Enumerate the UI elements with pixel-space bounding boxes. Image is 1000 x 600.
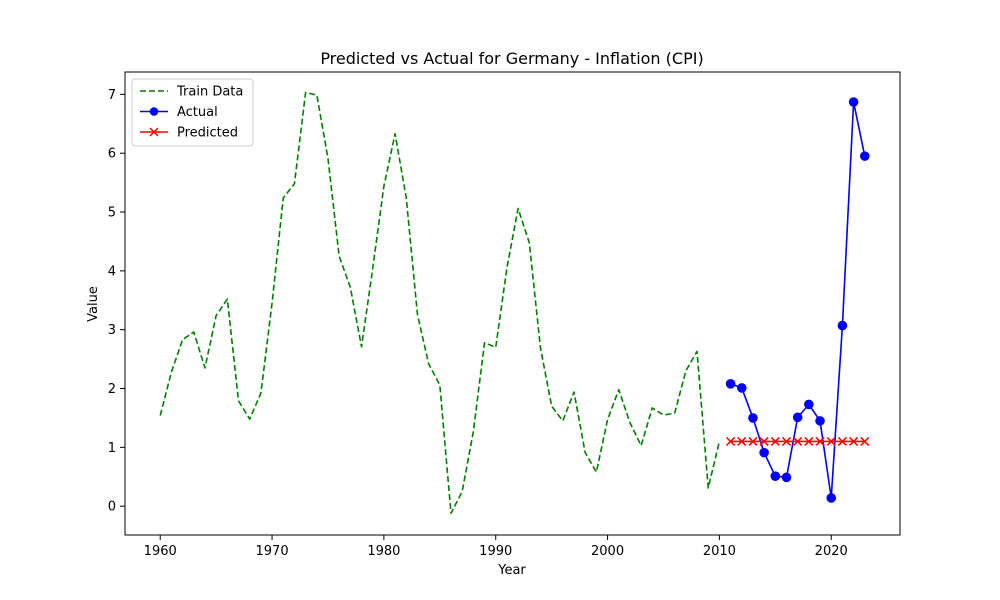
- actual-point: [759, 447, 769, 458]
- predicted-point: [781, 436, 792, 446]
- actual-point: [826, 493, 837, 503]
- predicted-point: [737, 436, 747, 446]
- x-tick-label: 1960: [144, 544, 177, 559]
- legend-marker: [149, 107, 159, 116]
- actual-point: [770, 471, 781, 481]
- legend-marker: [149, 127, 159, 137]
- predicted-point-stroke: [860, 436, 870, 446]
- legend-label: Train Data: [176, 85, 243, 100]
- x-tick-label: 2020: [815, 544, 848, 559]
- predicted-point-stroke: [748, 436, 758, 446]
- chart-title: Predicted vs Actual for Germany - Inflat…: [320, 49, 703, 68]
- y-tick-label: 4: [108, 264, 116, 279]
- x-tick-label: 1980: [367, 544, 400, 559]
- actual-point: [781, 472, 792, 483]
- predicted-point-stroke: [759, 436, 769, 446]
- plot-frame: [124, 71, 901, 536]
- y-axis-label: Value: [86, 286, 101, 322]
- x-tick-label: 2010: [703, 544, 736, 559]
- actual-point: [804, 399, 814, 410]
- actual-point: [792, 412, 803, 423]
- actual-point: [815, 416, 825, 426]
- predicted-point: [793, 436, 803, 446]
- actual-point: [837, 320, 848, 331]
- predicted-point-stroke: [804, 436, 814, 446]
- predicted-point: [860, 436, 870, 446]
- legend-box: [131, 78, 254, 147]
- y-tick-label: 7: [108, 88, 116, 103]
- series-line-train-data: [159, 91, 721, 515]
- actual-point: [859, 151, 870, 161]
- predicted-point-stroke: [837, 436, 847, 446]
- legend-label: Actual: [177, 105, 218, 120]
- predicted-point-stroke: [726, 436, 736, 446]
- x-tick-label: 1990: [479, 544, 512, 559]
- y-tick-label: 2: [108, 382, 116, 397]
- predicted-point-stroke: [793, 436, 803, 446]
- y-tick-label: 1: [108, 441, 116, 456]
- predicted-point: [849, 436, 859, 446]
- actual-point: [748, 413, 758, 423]
- predicted-point-stroke: [781, 436, 792, 446]
- actual-point: [725, 379, 736, 389]
- predicted-point: [837, 436, 847, 446]
- predicted-point-stroke: [737, 436, 747, 446]
- predicted-point-stroke: [849, 436, 859, 446]
- y-tick-label: 0: [108, 500, 116, 515]
- predicted-point: [804, 436, 814, 446]
- plot-area: 1960 1970 1980 1990 2000 2010 2020 0 1 2 3 4 5 6 7: [108, 71, 901, 559]
- actual-point: [736, 383, 747, 393]
- x-tick-label: 2000: [591, 544, 624, 559]
- legend: Train Data Actual Predicted: [131, 78, 254, 147]
- predicted-point: [826, 436, 836, 446]
- predicted-point: [770, 436, 780, 446]
- x-axis-label: Year: [497, 563, 526, 578]
- legend-label: Predicted: [177, 126, 238, 141]
- y-tick-label: 5: [108, 206, 116, 221]
- actual-point: [848, 97, 859, 107]
- predicted-point-stroke: [815, 436, 825, 446]
- predicted-point: [726, 436, 736, 446]
- predicted-point-stroke: [826, 436, 836, 446]
- y-tick-label: 3: [108, 323, 116, 338]
- predicted-point-stroke: [770, 436, 780, 446]
- x-tick-label: 1970: [256, 544, 289, 559]
- y-tick-label: 6: [108, 147, 116, 162]
- predicted-point: [815, 436, 825, 446]
- predicted-point: [759, 436, 769, 446]
- predicted-point: [748, 436, 758, 446]
